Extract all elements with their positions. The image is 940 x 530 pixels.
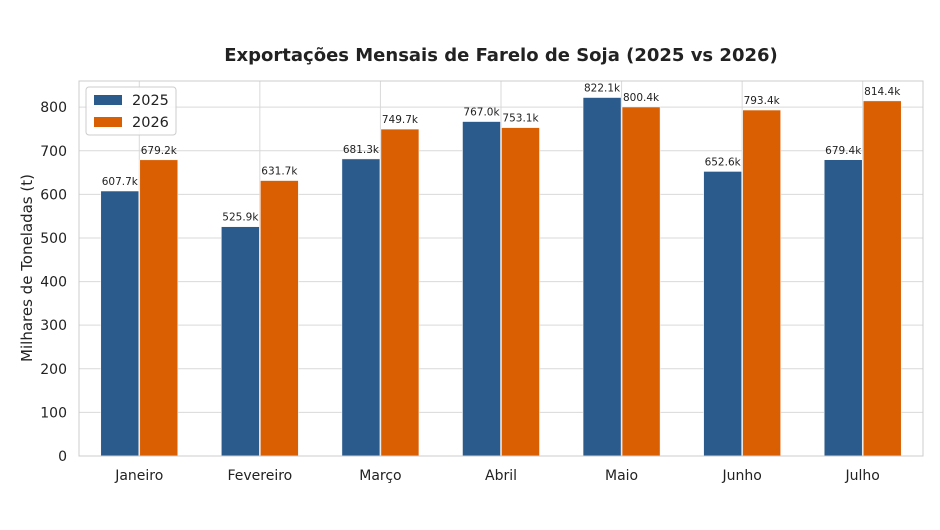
bar-2026-junho [742,109,781,457]
y-tick-label: 500 [40,231,67,247]
bars [100,97,902,457]
legend-label-2026: 2026 [132,115,169,131]
bar-2026-fevereiro [260,180,299,457]
bar-2026-janeiro [139,159,179,457]
data-label: 652.6k [705,156,742,168]
y-tick-label: 800 [40,100,67,116]
bar-2026-abril [501,127,540,457]
bar-2025-abril [462,121,501,457]
bar-2026-maio [621,106,661,457]
x-tick-label: Maio [605,468,638,484]
y-tick-label: 700 [40,144,67,160]
legend-label-2025: 2025 [132,93,169,109]
y-tick-label: 200 [40,362,67,378]
data-label: 525.9k [222,212,259,224]
data-label: 607.7k [102,176,139,188]
chart-title: Exportações Mensais de Farelo de Soja (2… [224,45,778,66]
x-tick-label: Março [359,468,401,484]
data-label: 793.4k [744,95,781,107]
x-tick-label: Junho [721,468,761,484]
y-tick-labels: 0 100 200 300 400 500 600 700 800 [40,100,67,465]
legend-swatch-2026 [94,117,122,127]
bar-2025-março [341,158,381,457]
bar-2025-julho [823,159,863,457]
data-label: 822.1k [584,83,621,95]
plot-frame [78,80,924,457]
data-label: 800.4k [623,92,660,104]
y-tick-label: 600 [40,187,67,203]
bar-2026-março [380,128,420,457]
y-tick-label: 400 [40,275,67,291]
bar-2025-maio [582,97,622,457]
data-label: 679.2k [141,145,178,157]
bar-2025-janeiro [100,190,140,457]
data-label: 631.7k [261,166,298,178]
bar-2025-junho [703,171,742,457]
data-label: 679.4k [825,145,862,157]
grid-lines [79,81,923,457]
x-tick-label: Julho [845,468,880,484]
y-axis-label: Milhares de Toneladas (t) [18,174,36,362]
bar-2025-fevereiro [221,226,260,457]
y-tick-label: 300 [40,318,67,334]
x-tick-labels: Janeiro Fevereiro Março Abril Maio Junho Julho [114,468,880,484]
x-tick-label: Abril [485,468,517,484]
data-label: 749.7k [382,114,419,126]
legend-swatch-2025 [94,95,122,105]
data-label: 767.0k [463,107,500,119]
data-labels: 607.7k 525.9k 681.3k 767.0k 822.1k 652.6k 679.… [102,83,901,224]
y-tick-label: 100 [40,405,67,421]
data-label: 753.1k [502,113,539,125]
bar-2026-julho [862,100,902,457]
x-tick-label: Fevereiro [227,468,292,484]
legend: 2025 2026 [85,86,177,136]
data-label: 681.3k [343,144,380,156]
x-tick-label: Janeiro [114,468,163,484]
y-tick-label: 0 [58,449,67,465]
data-label: 814.4k [864,86,901,98]
